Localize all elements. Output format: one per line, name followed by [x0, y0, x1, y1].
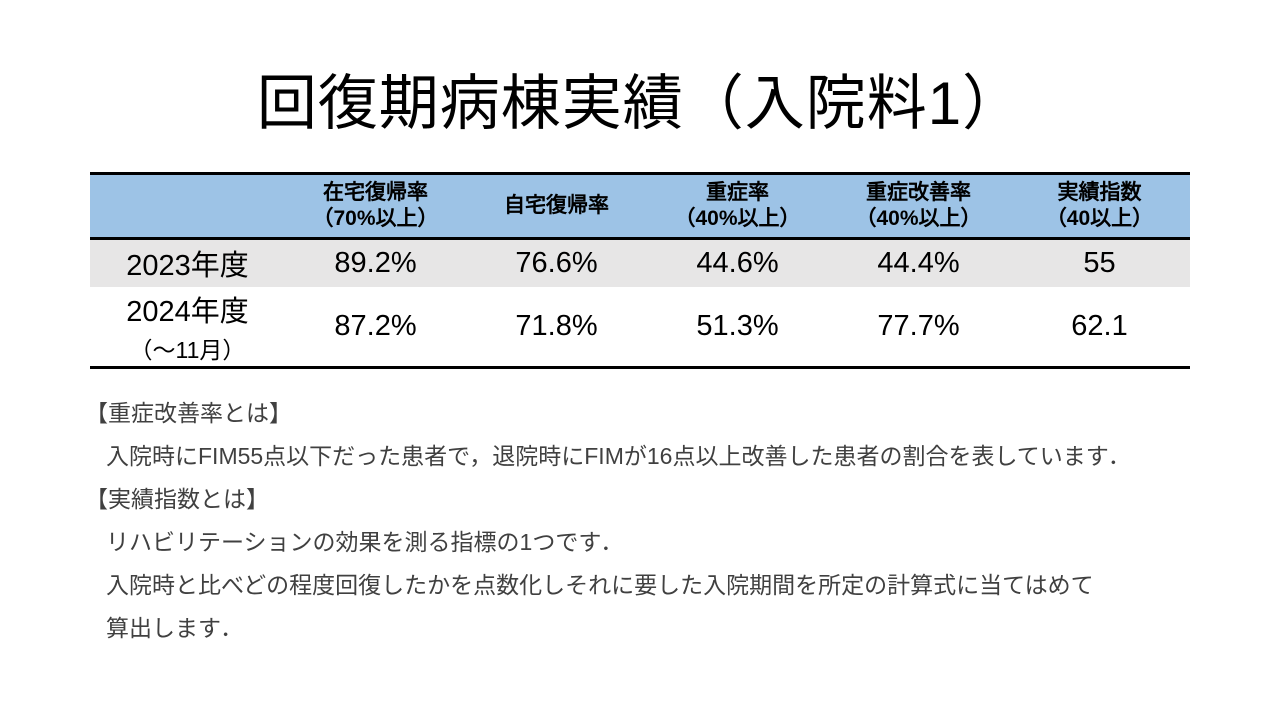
cell-2024-shisu: 62.1 [1071, 309, 1128, 342]
row-label-2024-sub: （～11月） [129, 336, 246, 363]
cell-2023-shisu: 55 [1083, 246, 1116, 279]
metrics-table-container: 在宅復帰率 （70%以上） 自宅復帰率 重症率 （40%以上） 重症改善率 （4… [90, 172, 1190, 369]
table-row-2024: 2024年度 （～11月） 87.2% 71.8% 51.3% 77.7% 62… [90, 286, 1190, 368]
header-line-2: （70%以上） [312, 207, 439, 230]
footnotes: 【重症改善率とは】 入院時にFIM55点以下だった患者で，退院時にFIMが16点… [85, 392, 1205, 650]
slide-title: 回復期病棟実績（入院料1） [256, 70, 1024, 137]
cell-2023-zaitaku: 89.2% [334, 246, 417, 279]
header-line-2: （40以上） [1045, 207, 1154, 230]
header-line-1: 重症改善率 [866, 180, 971, 204]
note-body-jusho-kaizenritsu: 入院時にFIM55点以下だった患者で，退院時にFIMが16点以上改善した患者の割… [106, 443, 1131, 469]
cell-2024-zaitaku: 87.2% [334, 309, 417, 342]
table-row-2023: 2023年度 89.2% 76.6% 44.6% 44.4% 55 [90, 238, 1190, 287]
note-body-jisseki-shisu-3: 算出します． [106, 615, 244, 641]
note-body-jisseki-shisu-1: リハビリテーションの効果を測る指標の1つです． [106, 529, 624, 555]
cell-2023-kaizenritsu: 44.4% [877, 246, 960, 279]
header-cell-jusho-kaizenritsu: 重症改善率 （40%以上） [828, 174, 1009, 239]
cell-2023-jitaku: 76.6% [515, 246, 598, 279]
table-header-row: 在宅復帰率 （70%以上） 自宅復帰率 重症率 （40%以上） 重症改善率 （4… [90, 173, 1190, 239]
header-cell-jitaku-fukkiritsu: 自宅復帰率 [466, 174, 647, 239]
note-body-jisseki-shisu-2: 入院時と比べどの程度回復したかを点数化しそれに要した入院期間を所定の計算式に当て… [106, 572, 1094, 598]
row-label-2023: 2023年度 [126, 250, 249, 283]
row-label-2024: 2024年度 （～11月） [90, 287, 285, 368]
header-cell-zaitaku-fukkiritsu: 在宅復帰率 （70%以上） [285, 174, 466, 239]
header-line-2: （40%以上） [855, 207, 982, 230]
cell-2024-kaizenritsu: 77.7% [877, 309, 960, 342]
metrics-table: 在宅復帰率 （70%以上） 自宅復帰率 重症率 （40%以上） 重症改善率 （4… [90, 172, 1190, 369]
header-line-1: 在宅復帰率 [323, 180, 428, 204]
note-heading-jisseki-shisu: 【実績指数とは】 [85, 486, 269, 512]
header-cell-empty [90, 174, 285, 239]
cell-2024-jitaku: 71.8% [515, 309, 598, 342]
cell-2023-jushoritsu: 44.6% [696, 246, 779, 279]
header-line-1: 自宅復帰率 [504, 193, 609, 217]
note-heading-jusho-kaizenritsu: 【重症改善率とは】 [85, 400, 292, 426]
table-head: 在宅復帰率 （70%以上） 自宅復帰率 重症率 （40%以上） 重症改善率 （4… [90, 173, 1190, 239]
header-cell-jushoritsu: 重症率 （40%以上） [647, 174, 828, 239]
header-line-1: 重症率 [706, 180, 769, 204]
header-cell-jisseki-shisu: 実績指数 （40以上） [1009, 174, 1190, 239]
table-body: 2023年度 89.2% 76.6% 44.6% 44.4% 55 2024年度… [90, 238, 1190, 368]
row-label-2024-main: 2024年度 [126, 295, 249, 328]
header-line-1: 実績指数 [1057, 180, 1142, 204]
header-line-2: （40%以上） [674, 207, 801, 230]
cell-2024-jushoritsu: 51.3% [696, 309, 779, 342]
